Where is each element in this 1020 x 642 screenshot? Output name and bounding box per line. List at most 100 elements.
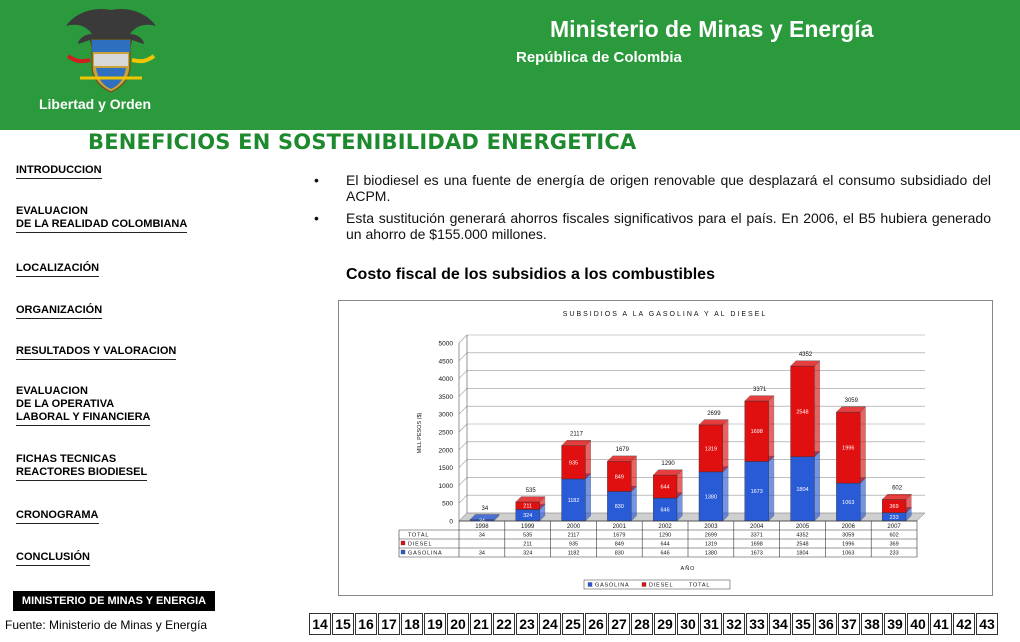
page-link-25[interactable]: 25 [562, 613, 584, 635]
bar-label-gasolina: 830 [615, 504, 624, 510]
x-tick-label: 2001 [613, 524, 627, 530]
bar-diesel-top [561, 440, 592, 446]
bar-diesel-side [722, 419, 729, 473]
page-link-34[interactable]: 34 [769, 613, 791, 635]
bar-label-gasolina: 1673 [751, 489, 763, 495]
table-cell: 1319 [705, 542, 717, 548]
nav-item-resultados[interactable]: RESULTADOS Y VALORACION [16, 345, 177, 360]
page-link-20[interactable]: 20 [447, 613, 469, 635]
page-link-29[interactable]: 29 [654, 613, 676, 635]
bar-gasolina-top [469, 514, 500, 520]
page-link-32[interactable]: 32 [723, 613, 745, 635]
page-link-23[interactable]: 23 [516, 613, 538, 635]
gridline-side [458, 352, 468, 362]
table-cell: 34 [479, 533, 485, 539]
bullet-item: El biodiesel es una fuente de energía de… [314, 172, 991, 204]
nav-item-conclusion[interactable]: CONCLUSIÓN [16, 551, 90, 566]
table-cell: 644 [661, 542, 670, 548]
table-cell: 1182 [568, 551, 580, 557]
nav-item-evaluacion-realidad[interactable]: EVALUACION DE LA REALIDAD COLOMBIANA [16, 205, 188, 233]
bar-total-label: 3371 [753, 387, 767, 393]
page-link-24[interactable]: 24 [539, 613, 561, 635]
y-tick-label: 3500 [439, 394, 454, 401]
gridline-side [458, 441, 468, 451]
x-tick-label: 2006 [842, 524, 856, 530]
bar-label-diesel: 1319 [705, 446, 717, 452]
table-cell: 830 [615, 551, 624, 557]
table-row-label: GASOLINA [408, 551, 443, 557]
bar-label-gasolina: 1804 [796, 487, 808, 493]
bar-label-diesel: 849 [615, 474, 624, 480]
page-link-39[interactable]: 39 [884, 613, 906, 635]
page-link-30[interactable]: 30 [677, 613, 699, 635]
bar-diesel-side [585, 439, 591, 480]
nav-item-introduccion[interactable]: INTRODUCCION [16, 164, 102, 179]
legend-label: DIESEL [649, 583, 673, 589]
table-cell: 34 [479, 551, 485, 557]
page-link-22[interactable]: 22 [493, 613, 515, 635]
gridline-side [458, 494, 468, 504]
table-cell: 1996 [842, 542, 854, 548]
nav-item-localizacion[interactable]: LOCALIZACIÓN [16, 262, 100, 277]
page-link-14[interactable]: 14 [309, 613, 331, 635]
bar-diesel-top [652, 469, 683, 476]
table-legend-swatch [400, 549, 406, 555]
bar-label-gasolina: 646 [661, 508, 670, 514]
table-cell: 324 [523, 551, 532, 557]
page-link-42[interactable]: 42 [953, 613, 975, 635]
chart-title: SUBSIDIOS A LA GASOLINA Y AL DIESEL [563, 311, 768, 318]
bar-gasolina-side [585, 473, 591, 522]
nav-item-cronograma[interactable]: CRONOGRAMA [16, 509, 99, 524]
page-link-21[interactable]: 21 [470, 613, 492, 635]
nav-label: CONCLUSIÓN [16, 551, 90, 563]
page-title: BENEFICIOS EN SOSTENIBILIDAD ENERGETICA [88, 130, 637, 154]
page-link-17[interactable]: 17 [378, 613, 400, 635]
bar-label-gasolina: 324 [523, 513, 532, 519]
page-link-33[interactable]: 33 [746, 613, 768, 635]
page-link-27[interactable]: 27 [608, 613, 630, 635]
page-link-15[interactable]: 15 [332, 613, 354, 635]
bar-diesel-side [860, 406, 866, 484]
bar-total-label: 34 [482, 506, 489, 512]
page-link-38[interactable]: 38 [861, 613, 883, 635]
page-link-28[interactable]: 28 [631, 613, 653, 635]
nav-item-fichas-tecnicas[interactable]: FICHAS TECNICAS REACTORES BIODIESEL [16, 453, 148, 481]
bar-diesel-top [744, 395, 775, 402]
page-link-19[interactable]: 19 [424, 613, 446, 635]
bar-label-diesel: 935 [569, 460, 578, 466]
x-tick-label: 2003 [704, 524, 718, 530]
page-link-40[interactable]: 40 [907, 613, 929, 635]
bar-label-diesel: 369 [890, 504, 899, 510]
page-link-41[interactable]: 41 [930, 613, 952, 635]
page-link-18[interactable]: 18 [401, 613, 423, 635]
page-link-36[interactable]: 36 [815, 613, 837, 635]
bar-total-label: 602 [892, 486, 903, 492]
x-axis-label: AÑO [681, 565, 696, 572]
subsidies-chart: SUBSIDIOS A LA GASOLINA Y AL DIESEL 0 500 1… [398, 311, 926, 590]
page-link-26[interactable]: 26 [585, 613, 607, 635]
bar-label-gasolina: 233 [890, 515, 899, 521]
nav-item-organizacion[interactable]: ORGANIZACIÓN [16, 304, 103, 319]
table-legend-swatch [400, 540, 406, 546]
nav-item-evaluacion-operativa[interactable]: EVALUACION DE LA OPERATIVA LABORAL Y FIN… [16, 385, 151, 426]
page-link-16[interactable]: 16 [355, 613, 377, 635]
bar-label-gasolina: 1182 [568, 498, 580, 504]
bar-diesel-top [881, 494, 912, 500]
nav-label: ORGANIZACIÓN [16, 304, 103, 316]
page-link-31[interactable]: 31 [700, 613, 722, 635]
x-tick-label: 1998 [475, 524, 489, 530]
page-link-35[interactable]: 35 [792, 613, 814, 635]
y-tick-label: 4500 [439, 358, 454, 365]
bar-total-label: 1290 [661, 461, 675, 467]
table-cell: 2548 [796, 542, 808, 548]
bullet-list: El biodiesel es una fuente de energía de… [314, 172, 991, 248]
nav-label: LABORAL Y FINANCIERA [16, 411, 151, 423]
page-link-37[interactable]: 37 [838, 613, 860, 635]
nav-label: INTRODUCCION [16, 164, 102, 176]
y-tick-label: 500 [442, 501, 453, 508]
header-bar: Libertad y Orden Ministerio de Minas y E… [0, 0, 1020, 130]
gridline-side [458, 459, 468, 468]
bar-label-diesel: 211 [523, 504, 532, 510]
page-link-43[interactable]: 43 [976, 613, 998, 635]
bar-label-diesel: 644 [661, 485, 670, 491]
